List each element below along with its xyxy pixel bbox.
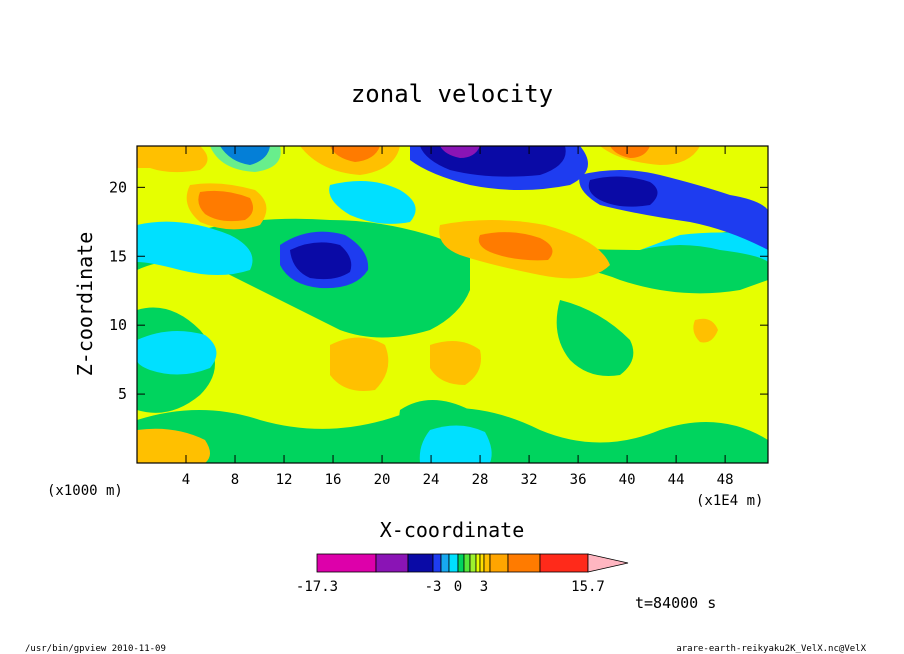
colorbar-segment <box>375 553 409 573</box>
colorbar-min-label: -17.3 <box>296 579 338 595</box>
x-tick-label: 4 <box>182 472 190 488</box>
colorbar-max-arrow <box>587 553 629 573</box>
colorbar-mid-label-3: 3 <box>480 579 488 595</box>
colorbar-segment <box>507 553 541 573</box>
x-tick-label: 28 <box>472 472 489 488</box>
colorbar-segment <box>457 553 465 573</box>
colorbar-mid-label-2: 0 <box>454 579 462 595</box>
colorbar-segment <box>489 553 509 573</box>
x-unit-note: (x1E4 m) <box>696 493 763 509</box>
x-tick-label: 12 <box>276 472 293 488</box>
colorbar-segment <box>440 553 450 573</box>
y-tick-label: 15 <box>109 247 127 265</box>
time-label: t=84000 s <box>635 594 716 612</box>
colorbar-segment <box>483 553 491 573</box>
x-tick-label: 32 <box>521 472 538 488</box>
colorbar-max-label: 15.7 <box>571 579 605 595</box>
x-tick-label: 44 <box>668 472 685 488</box>
colorbar-segment <box>539 553 589 573</box>
x-axis-ticks: 4 8 12 16 20 24 28 32 36 40 44 48 <box>182 146 734 488</box>
y-tick-label: 10 <box>109 316 127 334</box>
colorbar-mid-label-1: -3 <box>425 579 442 595</box>
y-tick-label: 20 <box>109 178 127 196</box>
x-tick-label: 48 <box>717 472 734 488</box>
colorbar-segment <box>432 553 442 573</box>
colorbar-segment <box>407 553 434 573</box>
x-tick-label: 16 <box>325 472 342 488</box>
plot-frame <box>136 145 769 464</box>
y-tick-label: 5 <box>118 385 127 403</box>
x-tick-label: 40 <box>619 472 636 488</box>
colorbar-segment <box>469 553 477 573</box>
colorbar-segment <box>463 553 471 573</box>
colorbar <box>316 553 629 573</box>
y-axis-ticks: 5 10 15 20 <box>109 178 768 403</box>
footer-left: /usr/bin/gpview 2010-11-09 <box>25 644 166 654</box>
x-tick-label: 24 <box>423 472 440 488</box>
colorbar-segment <box>448 553 459 573</box>
chart-title: zonal velocity <box>351 80 553 108</box>
footer-right: arare-earth-reikyaku2K_VelX.nc@VelX <box>676 644 866 654</box>
contour-field <box>137 146 768 463</box>
x-tick-label: 8 <box>231 472 239 488</box>
y-axis-label: Z-coordinate <box>73 232 97 377</box>
colorbar-segment <box>316 553 377 573</box>
colorbar-segment <box>479 553 485 573</box>
x-axis-label: X-coordinate <box>380 518 525 542</box>
x-tick-label: 20 <box>374 472 391 488</box>
x-tick-label: 36 <box>570 472 587 488</box>
colorbar-segment <box>475 553 481 573</box>
y-unit-note: (x1000 m) <box>47 483 123 499</box>
